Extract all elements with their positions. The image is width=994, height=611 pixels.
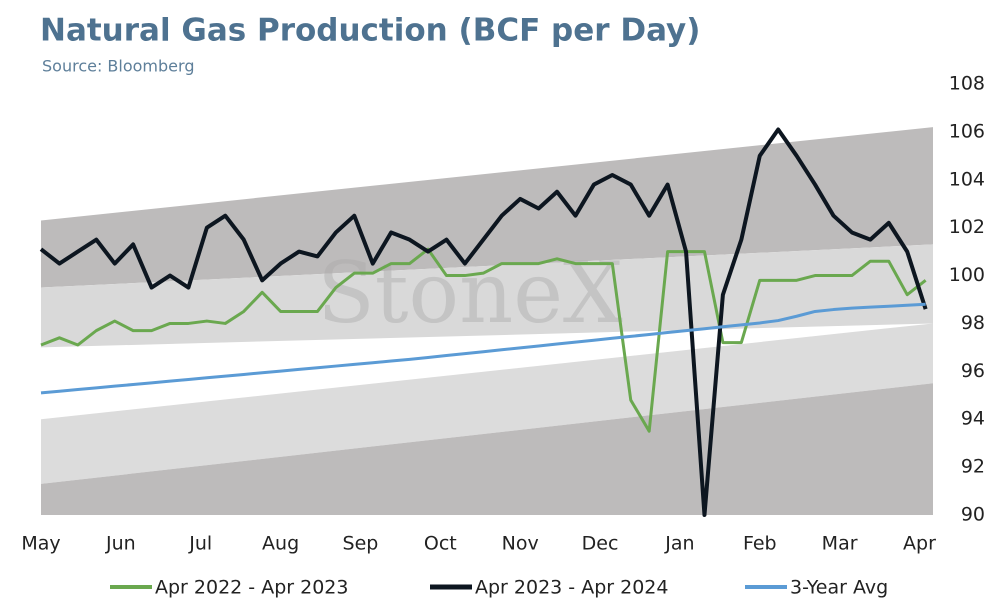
x-tick-label: Apr: [903, 533, 936, 555]
series-line: [40, 302, 926, 395]
x-tick-label: Dec: [582, 533, 619, 555]
x-tick-label: Sep: [343, 533, 379, 555]
series-line: [39, 127, 928, 517]
x-tick-label: Aug: [262, 533, 299, 555]
x-tick-label: Jul: [188, 533, 212, 555]
y-tick-label: 92: [961, 456, 985, 478]
y-tick-label: 96: [961, 360, 985, 382]
y-tick-label: 94: [961, 408, 985, 430]
range-band: [41, 383, 933, 515]
y-tick-label: 104: [949, 168, 985, 190]
watermark: StoneX: [317, 244, 623, 342]
x-tick-label: Nov: [502, 533, 539, 555]
legend-label: 3-Year Avg: [790, 577, 888, 599]
y-tick-label: 108: [949, 73, 985, 95]
y-tick-label: 90: [961, 504, 985, 526]
chart-subtitle: Source: Bloomberg: [42, 57, 194, 76]
y-tick-label: 106: [949, 120, 985, 142]
series-line: [40, 247, 927, 433]
range-band: [41, 323, 933, 484]
legend-label: Apr 2023 - Apr 2024: [475, 577, 668, 599]
y-tick-label: 98: [961, 312, 985, 334]
y-tick-label: 102: [949, 216, 985, 238]
chart-title: Natural Gas Production (BCF per Day): [40, 13, 700, 49]
legend-label: Apr 2022 - Apr 2023: [155, 577, 348, 599]
range-band: [41, 244, 933, 348]
x-tick-label: Oct: [424, 533, 457, 555]
x-tick-label: May: [21, 533, 60, 555]
plot-area: StoneX: [39, 127, 933, 517]
x-tick-label: Mar: [822, 533, 858, 555]
x-tick-label: Jun: [105, 533, 136, 555]
y-tick-label: 100: [949, 264, 985, 286]
x-tick-label: Jan: [664, 533, 694, 555]
x-tick-label: Feb: [743, 533, 777, 555]
range-band: [41, 127, 933, 288]
